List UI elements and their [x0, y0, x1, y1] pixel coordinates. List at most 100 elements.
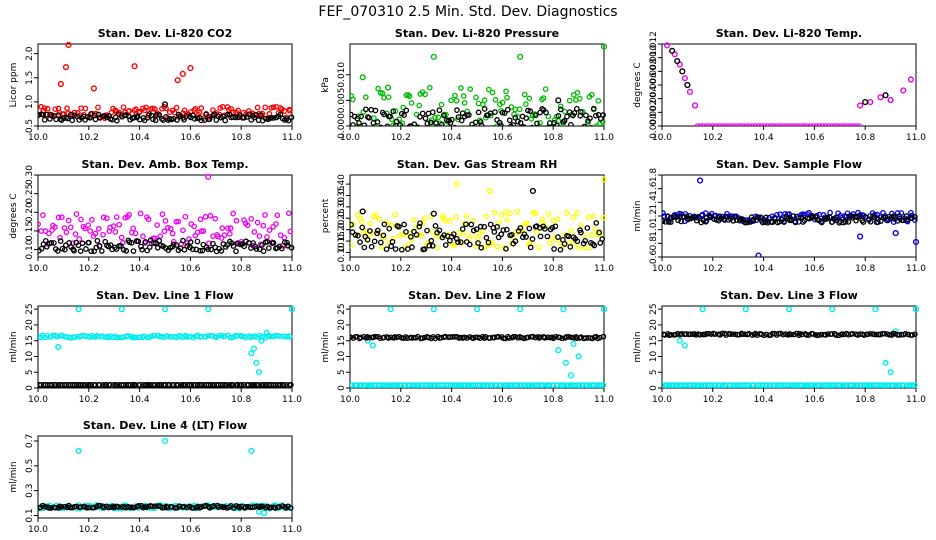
data-point — [584, 225, 591, 231]
data-point — [585, 214, 592, 221]
data-point — [130, 225, 137, 232]
data-point — [369, 342, 376, 349]
x-tick-label: 10.8 — [231, 264, 251, 274]
data-point — [489, 89, 496, 96]
data-point — [371, 115, 377, 121]
data-point — [517, 53, 524, 60]
data-point — [46, 505, 52, 511]
data-point — [716, 123, 722, 126]
data-point — [599, 236, 606, 242]
page-title: FEF_070310 2.5 Min. Std. Dev. Diagnostic… — [318, 4, 617, 20]
data-point — [459, 226, 466, 232]
data-point — [828, 219, 835, 225]
data-point — [503, 245, 509, 252]
data-point — [205, 333, 212, 339]
data-point — [571, 110, 578, 116]
data-point — [470, 227, 477, 234]
data-point — [83, 246, 89, 252]
data-point — [662, 218, 666, 225]
data-point — [413, 224, 419, 231]
data-point — [719, 123, 725, 126]
data-point — [902, 331, 909, 337]
data-point — [173, 104, 180, 111]
data-point — [536, 244, 542, 250]
data-point — [412, 124, 418, 126]
data-point — [729, 331, 736, 337]
panel-6: Stan. Dev. Sample Flow 10.0 10.2 10.4 10.6 10… — [633, 158, 926, 274]
data-point — [164, 332, 171, 339]
data-point — [427, 119, 434, 126]
data-point — [265, 245, 272, 251]
data-point — [728, 123, 734, 126]
data-point — [264, 234, 270, 240]
data-point — [367, 220, 373, 227]
data-point — [909, 382, 916, 388]
data-point — [200, 228, 207, 234]
data-point — [822, 123, 829, 126]
panel-5: Stan. Dev. Gas Stream RH 10.0 10.2 10.4 10.6… — [321, 158, 614, 274]
data-point — [187, 239, 194, 245]
data-point — [818, 219, 825, 226]
data-point — [691, 102, 699, 109]
data-point — [557, 103, 564, 110]
data-point — [481, 223, 488, 230]
data-point — [516, 106, 523, 113]
data-point — [154, 222, 160, 228]
data-point — [409, 244, 415, 250]
x-tick-label: 10.0 — [340, 395, 360, 405]
data-point — [350, 242, 354, 249]
data-point — [470, 131, 474, 135]
data-point — [244, 222, 251, 229]
data-point — [853, 123, 859, 126]
data-point — [489, 239, 495, 246]
data-point — [248, 447, 255, 455]
data-point — [96, 381, 103, 388]
data-point — [255, 508, 263, 515]
y-tick-label: 0.30 — [337, 197, 347, 217]
data-point — [742, 306, 749, 313]
y-tick-label: 0.15 — [25, 221, 35, 241]
data-point — [126, 211, 132, 218]
data-point — [585, 120, 591, 126]
data-point — [189, 246, 196, 253]
data-point — [186, 113, 193, 120]
data-point — [504, 217, 511, 223]
data-point — [813, 123, 820, 126]
x-tick-label: 10.0 — [652, 264, 672, 274]
data-point — [433, 120, 440, 126]
y-tick-label: 0.010 — [337, 62, 347, 88]
data-point — [555, 234, 561, 240]
data-point — [233, 248, 239, 255]
data-point — [503, 88, 509, 95]
data-point — [78, 105, 84, 112]
y-axis-label: ml/min — [9, 461, 19, 492]
data-point — [259, 242, 265, 248]
data-point — [98, 248, 105, 254]
data-point — [600, 176, 607, 183]
data-point — [408, 100, 415, 106]
data-point — [428, 382, 435, 388]
data-point — [368, 243, 375, 250]
data-point — [833, 332, 839, 338]
data-point — [529, 124, 535, 126]
data-point — [352, 232, 359, 238]
data-point — [575, 353, 582, 360]
data-point — [277, 111, 284, 118]
data-point — [887, 96, 894, 104]
data-point — [686, 88, 694, 95]
data-point — [151, 240, 157, 247]
data-point — [95, 225, 102, 232]
data-point — [221, 333, 228, 339]
data-point — [281, 239, 288, 246]
data-point — [697, 331, 703, 338]
data-point — [374, 119, 381, 125]
y-tick-label: 0.8 — [649, 236, 659, 251]
data-point — [567, 243, 574, 250]
y-tick-label: 0.25 — [25, 184, 35, 204]
data-point — [567, 121, 574, 126]
data-point — [141, 107, 148, 114]
plot-frame — [37, 305, 293, 389]
data-point — [462, 382, 469, 388]
data-point — [574, 238, 581, 245]
data-point — [100, 214, 107, 221]
